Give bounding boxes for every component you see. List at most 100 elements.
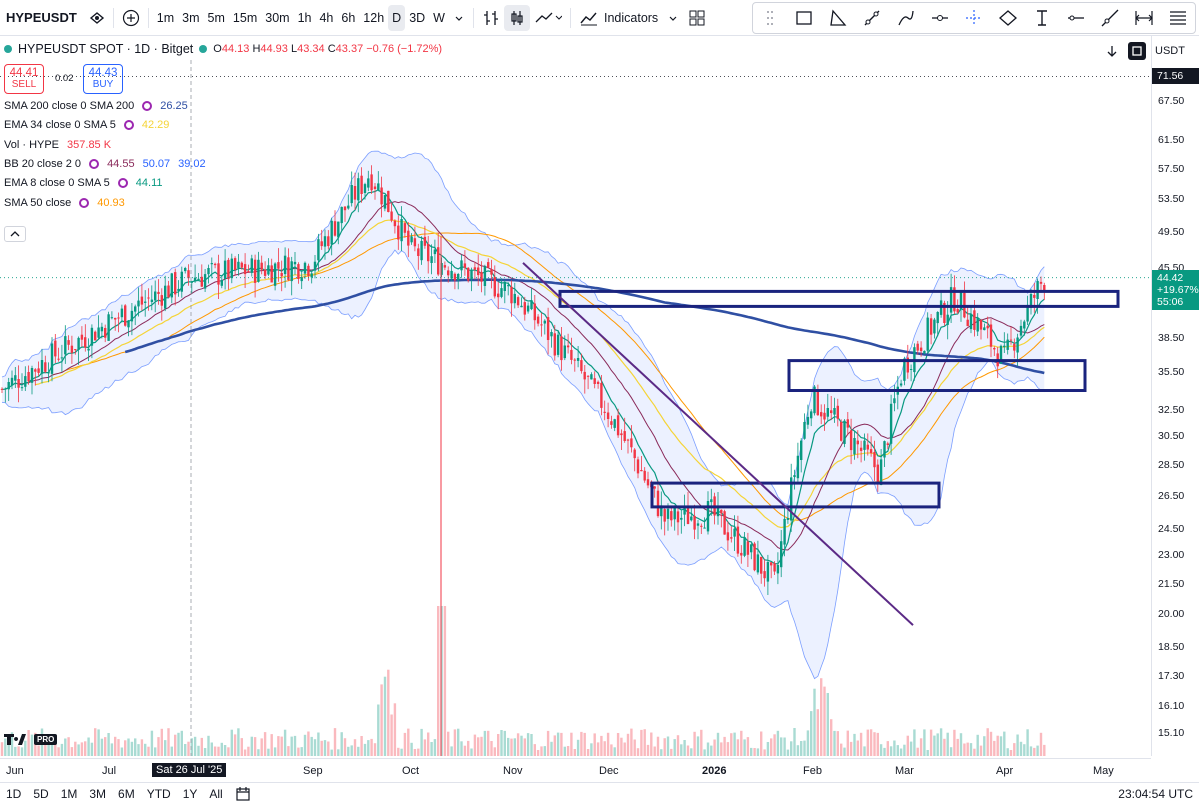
interval-3m[interactable]: 3m — [182, 10, 200, 25]
candle-body — [300, 277, 303, 282]
watchlist-icon[interactable] — [85, 5, 109, 31]
interval-5m[interactable]: 5m — [207, 10, 225, 25]
candle-body — [124, 305, 127, 326]
text-tool-icon[interactable] — [1031, 7, 1053, 29]
candle-body — [603, 411, 606, 413]
indicators-button[interactable]: Indicators — [575, 5, 684, 31]
indicator-row[interactable]: SMA 200 close 0 SMA 200 26.25 — [4, 100, 188, 112]
candle-body — [666, 508, 670, 519]
candle-body — [979, 319, 983, 330]
measure-tool-icon[interactable] — [1133, 7, 1155, 29]
volume-bar — [653, 746, 656, 756]
add-symbol-icon[interactable] — [118, 5, 144, 31]
candle-body — [333, 221, 337, 236]
price-axis[interactable]: 67.50 61.50 57.50 53.50 49.50 45.50 38.50 35.50… — [1151, 36, 1199, 756]
candle-body — [227, 259, 230, 280]
range-ytd[interactable]: YTD — [146, 787, 171, 801]
horizontal-line-tool-icon[interactable] — [929, 7, 951, 29]
indicator-row[interactable]: EMA 8 close 0 SMA 5 44.11 — [4, 177, 163, 189]
candles-style-icon[interactable] — [503, 4, 530, 31]
candle-body — [573, 359, 576, 361]
arrow-down-icon[interactable] — [1104, 42, 1120, 62]
interval-d[interactable]: D — [388, 4, 406, 31]
candle-body — [400, 219, 403, 242]
crosshair-tool-icon[interactable] — [963, 7, 985, 29]
interval-12h[interactable]: 12h — [363, 10, 385, 25]
collapse-legend-button[interactable] — [4, 226, 26, 242]
range-6m[interactable]: 6M — [118, 787, 135, 801]
price-chart[interactable] — [0, 0, 1151, 758]
interval-w[interactable]: W — [433, 10, 445, 25]
calendar-icon[interactable] — [229, 786, 257, 802]
maximize-icon[interactable] — [1128, 42, 1146, 60]
interval-15m[interactable]: 15m — [232, 10, 258, 25]
volume-bar — [573, 749, 576, 756]
range-5d[interactable]: 5D — [33, 787, 49, 801]
parallel-channel-tool-icon[interactable] — [1167, 7, 1189, 29]
source-icon[interactable] — [79, 197, 90, 208]
extended-line-tool-icon[interactable] — [1099, 7, 1121, 29]
time-axis[interactable]: Jun Jul Sat 26 Jul '25 Sep Oct Nov Dec 2026 Feb M… — [0, 758, 1151, 780]
volume-bar — [137, 744, 140, 756]
source-icon[interactable] — [117, 178, 128, 189]
volume-bar — [200, 737, 203, 756]
symbol-search[interactable]: HYPEUSDT — [6, 10, 77, 25]
path-tool-icon[interactable] — [895, 7, 917, 29]
trend-line-tool-icon[interactable] — [861, 7, 883, 29]
range-all[interactable]: All — [209, 787, 223, 801]
candle-body — [919, 347, 923, 352]
indicator-row[interactable]: SMA 50 close 40.93 — [4, 197, 125, 209]
volume-bar — [403, 732, 407, 756]
candle-body — [463, 263, 467, 268]
candle-body — [600, 382, 603, 408]
indicator-name: EMA 8 close 0 SMA 5 — [4, 177, 110, 190]
volume-bar — [443, 606, 447, 756]
rectangle-tool-icon[interactable] — [793, 7, 815, 29]
clock[interactable]: 23:04:54 UTC — [1118, 787, 1193, 801]
interval-chevron-icon[interactable] — [449, 5, 469, 31]
layout-icon[interactable] — [684, 5, 710, 31]
indicator-row[interactable]: EMA 34 close 0 SMA 5 42.29 — [4, 119, 169, 131]
drag-handle-icon[interactable] — [759, 7, 781, 29]
ellipse-tool-icon[interactable] — [997, 7, 1019, 29]
volume-bar — [483, 730, 487, 756]
candle-body — [800, 440, 803, 460]
bar-style-icon[interactable] — [478, 5, 504, 31]
candle-body — [114, 317, 117, 320]
volume-bar — [290, 736, 293, 756]
interval-30m[interactable]: 30m — [265, 10, 290, 25]
interval-1h[interactable]: 1h — [297, 10, 312, 25]
currency-label[interactable]: USDT — [1155, 45, 1185, 57]
candle-body — [889, 403, 893, 444]
candle-body — [763, 571, 766, 579]
candle-body — [523, 302, 526, 315]
ray-tool-icon[interactable] — [1065, 7, 1087, 29]
volume-bar — [27, 730, 30, 756]
candle-body — [553, 333, 556, 356]
indicator-row[interactable]: Vol · HYPE 357.85 K — [4, 139, 111, 151]
source-icon[interactable] — [123, 120, 134, 131]
source-icon[interactable] — [89, 158, 100, 169]
source-icon[interactable] — [142, 101, 153, 111]
volume-bar — [743, 739, 746, 756]
range-1d[interactable]: 1D — [6, 787, 22, 801]
interval-3d[interactable]: 3D — [409, 10, 426, 25]
interval-6h[interactable]: 6h — [341, 10, 356, 25]
triangle-tool-icon[interactable] — [827, 7, 849, 29]
symbol-title[interactable]: HYPEUSDT SPOT · 1D · Bitget — [18, 42, 194, 56]
range-1y[interactable]: 1Y — [182, 787, 198, 801]
range-1m[interactable]: 1M — [60, 787, 78, 801]
candle-body — [257, 259, 260, 282]
line-style-icon[interactable] — [530, 5, 566, 31]
indicator-row[interactable]: BB 20 close 2 0 44.55 50.07 39.02 — [4, 158, 206, 170]
candle-body — [560, 336, 563, 361]
buy-button[interactable]: 44.43 BUY — [83, 64, 123, 94]
volume-bar — [993, 740, 996, 756]
volume-bar — [323, 740, 327, 756]
range-3m[interactable]: 3M — [89, 787, 107, 801]
interval-4h[interactable]: 4h — [319, 10, 334, 25]
indicator-name: SMA 50 close — [4, 196, 72, 209]
sell-button[interactable]: 44.41 SELL — [4, 64, 44, 94]
interval-1m[interactable]: 1m — [156, 10, 175, 25]
candle-body — [646, 479, 650, 486]
